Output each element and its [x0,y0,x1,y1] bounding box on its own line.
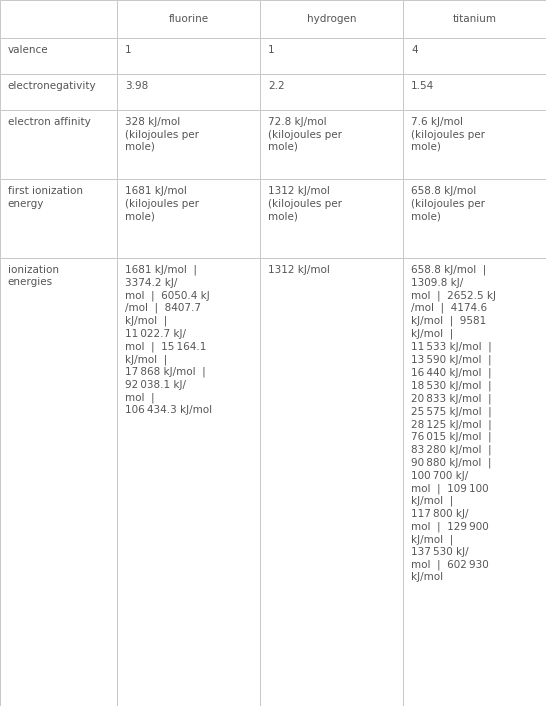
Text: fluorine: fluorine [169,14,209,24]
Bar [403,258,546,706]
Bar [117,179,260,258]
Bar [117,74,260,110]
Text: valence: valence [8,45,48,55]
Text: hydrogen: hydrogen [307,14,357,24]
Bar [0,0,117,38]
Bar [260,258,403,706]
Bar [403,38,546,74]
Text: 1: 1 [268,45,275,55]
Text: 72.8 kJ/mol
(kilojoules per
mole): 72.8 kJ/mol (kilojoules per mole) [268,117,342,152]
Text: 1681 kJ/mol
(kilojoules per
mole): 1681 kJ/mol (kilojoules per mole) [125,186,199,221]
Bar [0,38,117,74]
Bar [403,110,546,179]
Text: electronegativity: electronegativity [8,81,96,91]
Text: 1681 kJ/mol  |
3374.2 kJ/
mol  |  6050.4 kJ
/mol  |  8407.7
kJ/mol  |
11 022.7 k: 1681 kJ/mol | 3374.2 kJ/ mol | 6050.4 kJ… [125,265,212,415]
Text: 7.6 kJ/mol
(kilojoules per
mole): 7.6 kJ/mol (kilojoules per mole) [411,117,485,152]
Text: 1: 1 [125,45,132,55]
Text: titanium: titanium [453,14,497,24]
Bar [260,0,403,38]
Text: 658.8 kJ/mol
(kilojoules per
mole): 658.8 kJ/mol (kilojoules per mole) [411,186,485,221]
Bar [117,0,260,38]
Bar [403,74,546,110]
Bar [0,110,117,179]
Text: 3.98: 3.98 [125,81,149,91]
Bar [0,258,117,706]
Bar [403,179,546,258]
Text: 1.54: 1.54 [411,81,435,91]
Text: ionization
energies: ionization energies [8,265,58,287]
Bar [260,179,403,258]
Text: electron affinity: electron affinity [8,117,91,127]
Text: 328 kJ/mol
(kilojoules per
mole): 328 kJ/mol (kilojoules per mole) [125,117,199,152]
Bar [117,110,260,179]
Bar [260,38,403,74]
Bar [117,38,260,74]
Text: 1312 kJ/mol: 1312 kJ/mol [268,265,330,275]
Text: 1312 kJ/mol
(kilojoules per
mole): 1312 kJ/mol (kilojoules per mole) [268,186,342,221]
Bar [403,0,546,38]
Bar [0,74,117,110]
Text: first ionization
energy: first ionization energy [8,186,82,209]
Bar [260,110,403,179]
Bar [117,258,260,706]
Text: 2.2: 2.2 [268,81,284,91]
Bar [260,74,403,110]
Text: 4: 4 [411,45,418,55]
Text: 658.8 kJ/mol  |
1309.8 kJ/
mol  |  2652.5 kJ
/mol  |  4174.6
kJ/mol  |  9581
kJ/: 658.8 kJ/mol | 1309.8 kJ/ mol | 2652.5 k… [411,265,496,582]
Bar [0,179,117,258]
